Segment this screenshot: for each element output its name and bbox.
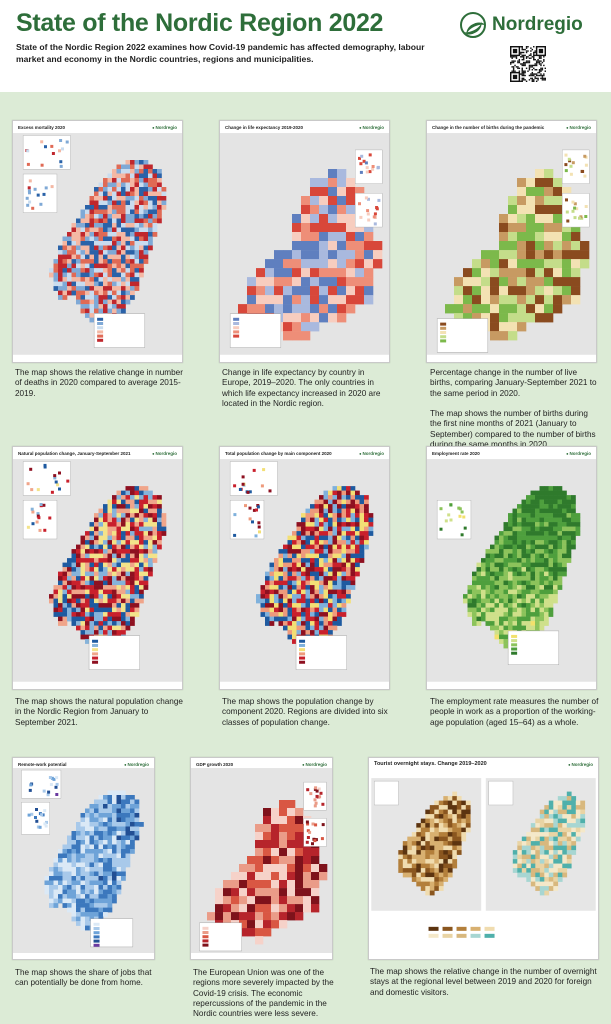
map-graphic (220, 121, 389, 362)
map-logo: Nordregio (566, 451, 591, 456)
map-graphic (427, 447, 596, 689)
caption-births: Percentage change in the number of live … (430, 368, 597, 450)
map-tourist-overnight-stays[interactable]: Tourist overnight stays. Change 2019–202… (368, 757, 599, 960)
map-logo: Nordregio (152, 451, 177, 456)
nordregio-logo-icon (460, 12, 486, 38)
caption-life-expectancy: Change in life expectancy by country in … (222, 368, 381, 408)
map-graphic (427, 121, 596, 362)
poster-title: State of the Nordic Region 2022 (16, 9, 384, 37)
map-title: GDP growth 2020 (196, 762, 234, 767)
nordregio-logo-text: Nordregio (492, 14, 583, 35)
map-logo: Nordregio (566, 125, 591, 130)
caption-gdp-growth: The European Union was one of the region… (193, 968, 334, 1019)
map-title: Tourist overnight stays. Change 2019–202… (374, 761, 487, 767)
map-title: Employment rate 2020 (432, 451, 480, 456)
map-logo: Nordregio (568, 762, 593, 767)
map-gdp-growth[interactable]: GDP growth 2020 Nordregio (190, 757, 333, 960)
map-title: Change in the number of births during th… (432, 125, 545, 130)
map-graphic (13, 447, 182, 689)
map-remote-work-potential[interactable]: Remote-work potential Nordregio (12, 757, 155, 960)
map-logo: Nordregio (359, 451, 384, 456)
caption-excess-mortality: The map shows the relative change in num… (15, 368, 183, 398)
map-births[interactable]: Change in the number of births during th… (426, 120, 597, 363)
map-employment-rate[interactable]: Employment rate 2020 Nordregio (426, 446, 597, 690)
map-title: Remote-work potential (18, 762, 67, 767)
map-graphic (13, 121, 182, 362)
caption-remote-work-potential: The map shows the share of jobs that can… (15, 968, 152, 988)
caption-employment-rate: The employment rate measures the number … (430, 697, 599, 727)
map-graphic (369, 758, 598, 959)
map-logo: Nordregio (302, 762, 327, 767)
map-logo: Nordregio (152, 125, 177, 130)
map-graphic (220, 447, 389, 689)
map-total-population-change[interactable]: Total population change by main componen… (219, 446, 390, 690)
map-natural-population-change[interactable]: Natural population change, January-Septe… (12, 446, 183, 690)
map-graphic (13, 758, 154, 959)
caption-total-population-change: The map shows the population change by c… (222, 697, 388, 727)
map-graphic (191, 758, 332, 959)
map-title: Change in life expectancy 2019-2020 (225, 125, 304, 130)
caption-natural-population-change: The map shows the natural population cha… (15, 697, 183, 727)
map-logo: Nordregio (124, 762, 149, 767)
qr-code-icon[interactable] (510, 46, 546, 82)
map-title: Natural population change, January-Septe… (18, 451, 131, 456)
nordregio-logo: Nordregio (460, 12, 600, 40)
map-life-expectancy[interactable]: Change in life expectancy 2019-2020 Nord… (219, 120, 390, 363)
map-title: Total population change by main componen… (225, 451, 332, 456)
map-excess-mortality[interactable]: Excess mortality 2020 Nordregio (12, 120, 183, 363)
map-title: Excess mortality 2020 (18, 125, 66, 130)
caption-tourist-overnight-stays: The map shows the relative change in the… (370, 967, 597, 997)
poster-header: State of the Nordic Region 2022 State of… (0, 0, 611, 92)
poster-subtitle: State of the Nordic Region 2022 examines… (16, 42, 425, 64)
map-logo: Nordregio (359, 125, 384, 130)
